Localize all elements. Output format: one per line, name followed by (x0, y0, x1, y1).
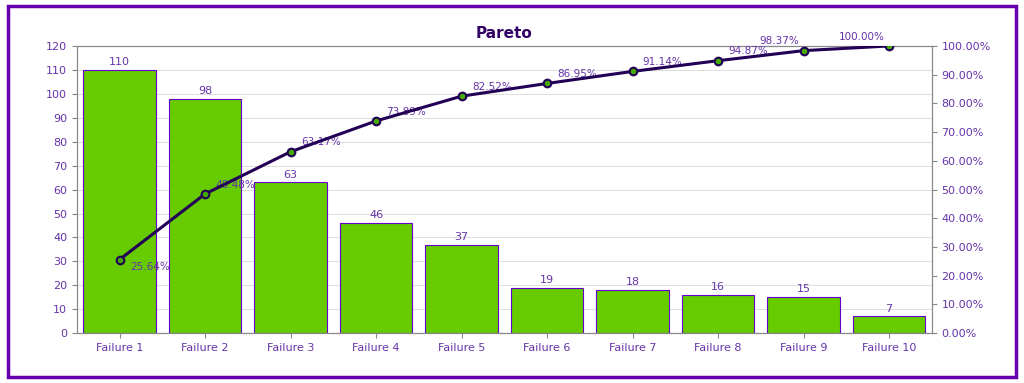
Text: 63.17%: 63.17% (301, 137, 341, 147)
Text: 25.64%: 25.64% (130, 262, 170, 272)
Text: 63: 63 (284, 170, 298, 180)
Text: 91.14%: 91.14% (643, 57, 683, 67)
Text: 15: 15 (797, 285, 811, 295)
Text: 100.00%: 100.00% (839, 32, 885, 42)
Text: 48.48%: 48.48% (215, 180, 255, 190)
Text: 46: 46 (369, 210, 383, 220)
Text: 37: 37 (455, 232, 469, 242)
Text: 94.87%: 94.87% (728, 46, 768, 56)
Bar (853, 316, 926, 333)
Text: 86.95%: 86.95% (557, 69, 597, 79)
Bar (682, 295, 755, 333)
Text: 98: 98 (198, 86, 212, 96)
Text: 18: 18 (626, 277, 640, 287)
Bar (511, 288, 584, 333)
Text: 110: 110 (109, 57, 130, 67)
Title: Pareto: Pareto (476, 26, 532, 41)
Text: 16: 16 (711, 282, 725, 292)
Bar (596, 290, 669, 333)
Bar (83, 70, 156, 333)
Text: 82.52%: 82.52% (472, 82, 512, 92)
Text: 98.37%: 98.37% (760, 36, 800, 46)
Text: 7: 7 (886, 304, 893, 314)
Bar (254, 182, 327, 333)
Text: 73.89%: 73.89% (386, 106, 426, 117)
Bar (169, 98, 242, 333)
Text: 19: 19 (540, 275, 554, 285)
Bar (425, 245, 498, 333)
Bar (340, 223, 413, 333)
Bar (767, 297, 840, 333)
